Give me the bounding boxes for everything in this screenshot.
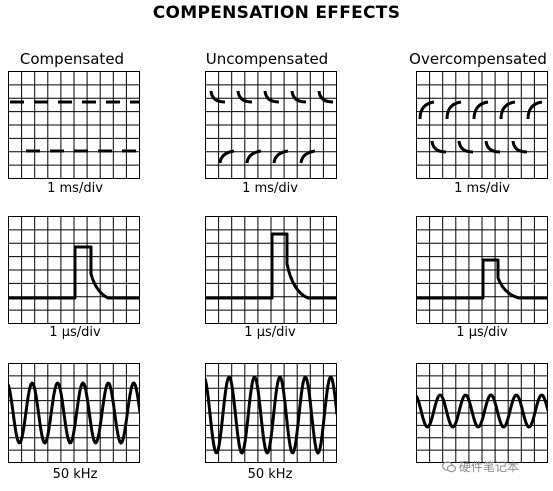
trace-path — [418, 100, 435, 120]
caption-uncompensated-square: 1 ms/div — [242, 181, 298, 196]
caption-compensated-pulse: 1 µs/div — [49, 325, 101, 340]
caption-overcompensated-square: 1 ms/div — [454, 181, 510, 196]
caption-uncompensated-sine: 50 kHz — [247, 467, 293, 482]
trace-path — [272, 149, 289, 164]
trace-path — [8, 381, 140, 445]
scope-overcompensated-pulse — [416, 216, 548, 324]
trace-path — [484, 140, 501, 154]
column-heading-compensated: Compensated — [19, 50, 125, 68]
scope-trace — [416, 258, 548, 300]
scope-grid — [416, 71, 548, 179]
trace-path — [416, 258, 548, 300]
trace-path — [299, 149, 316, 164]
trace-path — [511, 140, 528, 154]
scope-overcompensated-sine — [416, 363, 548, 463]
scope-trace — [8, 245, 140, 300]
trace-path — [416, 393, 548, 429]
trace-path — [526, 100, 543, 120]
trace-path — [209, 90, 226, 104]
scope-trace — [205, 375, 337, 455]
watermark: 硬件笔记本 — [441, 458, 520, 475]
scope-uncompensated-pulse — [205, 216, 337, 324]
trace-path — [236, 90, 253, 104]
trace-path — [218, 149, 235, 164]
scope-compensated-square — [8, 71, 140, 179]
scope-uncompensated-sine — [205, 363, 337, 463]
scope-compensated-pulse — [8, 216, 140, 324]
scope-uncompensated-square — [205, 71, 337, 179]
trace-path — [317, 90, 334, 104]
column-heading-uncompensated: Uncompensated — [205, 50, 329, 68]
scope-trace — [10, 100, 140, 153]
trace-path — [445, 100, 462, 120]
trace-path — [205, 375, 337, 455]
scope-trace — [209, 90, 334, 164]
scope-grid — [416, 363, 548, 463]
caption-compensated-sine: 50 kHz — [52, 467, 98, 482]
scope-grid — [8, 71, 140, 179]
caption-uncompensated-pulse: 1 µs/div — [244, 325, 296, 340]
caption-compensated-square: 1 ms/div — [47, 181, 103, 196]
trace-path — [457, 140, 474, 154]
scope-grid — [8, 363, 140, 463]
scope-trace — [205, 232, 337, 300]
trace-path — [472, 100, 489, 120]
figure-title: COMPENSATION EFFECTS — [152, 3, 401, 23]
scope-trace — [418, 100, 543, 154]
column-heading-overcompensated: Overcompensated — [409, 50, 547, 68]
wechat-logo-icon — [441, 460, 457, 473]
scope-compensated-sine — [8, 363, 140, 463]
trace-path — [245, 149, 262, 164]
scope-overcompensated-square — [416, 71, 548, 179]
scope-grid — [205, 216, 337, 324]
trace-path — [430, 140, 447, 154]
caption-overcompensated-pulse: 1 µs/div — [456, 325, 508, 340]
scope-grid — [205, 71, 337, 179]
trace-path — [8, 245, 140, 300]
scope-trace — [8, 381, 140, 445]
trace-path — [205, 232, 337, 300]
watermark-text: 硬件笔记本 — [459, 460, 520, 474]
trace-path — [499, 100, 516, 120]
trace-path — [263, 90, 280, 104]
scope-trace — [416, 393, 548, 429]
trace-path — [290, 90, 307, 104]
